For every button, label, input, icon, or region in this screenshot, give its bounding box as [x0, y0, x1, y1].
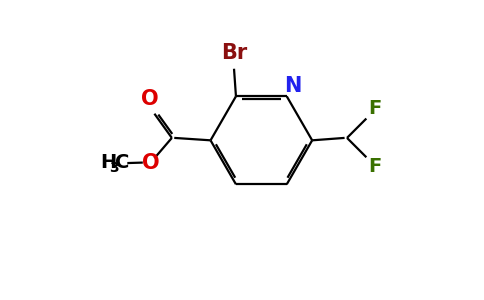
Text: N: N	[284, 76, 301, 96]
Text: O: O	[142, 153, 159, 173]
Text: C: C	[115, 153, 129, 172]
Text: O: O	[141, 89, 158, 109]
Text: Br: Br	[221, 43, 247, 63]
Text: F: F	[368, 158, 382, 176]
Text: F: F	[368, 99, 382, 119]
Text: H: H	[100, 153, 117, 172]
Text: 3: 3	[109, 161, 119, 175]
